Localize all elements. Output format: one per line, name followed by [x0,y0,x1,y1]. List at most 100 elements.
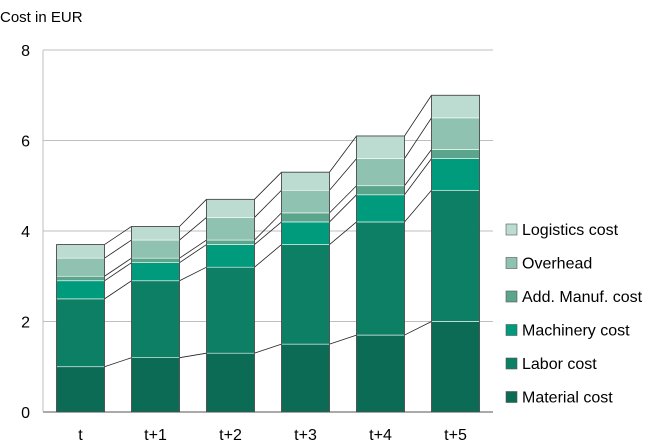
bar-outline [131,226,180,413]
connector-line [329,158,357,191]
connector-line [404,190,432,223]
bar-segment [431,321,480,413]
legend-label: Logistics cost [522,222,619,239]
connector-line [179,352,207,359]
bar-segment [131,226,180,241]
connector-line [104,226,132,245]
y-tick-label: 0 [21,405,30,422]
bar-segment [56,366,105,413]
connector-line [329,185,357,214]
connector-line [254,171,282,200]
bar-outline [356,135,405,413]
x-tick-label: t+2 [219,427,242,444]
connector-line [329,221,357,245]
legend-swatch [505,290,518,303]
connector-line [254,343,282,354]
bar-segment [206,239,255,245]
bar-segment [356,185,405,196]
legend-label: Add. Manuf. cost [522,289,643,306]
legend-label: Labor cost [522,356,597,373]
bar-outline [56,244,105,413]
x-tick-label: t+1 [144,427,167,444]
bar-segment [356,221,405,336]
bar-segment [431,117,480,150]
bar-segment [206,266,255,354]
y-tick-label: 6 [21,134,30,151]
connector-line [104,262,132,282]
connector-line [179,266,207,282]
bar-segment [356,158,405,187]
connector-line [254,212,282,241]
bar-segment [431,149,480,159]
connector-line [104,239,132,259]
bar-segment [431,189,480,322]
legend: Logistics cost Overhead Add. Manuf. cost Ma… [505,222,643,407]
x-tick-label: t [78,427,83,444]
bar-segment [131,257,180,263]
connector-line [404,117,432,159]
bar-segment [281,244,330,345]
bar-segment [281,189,330,214]
y-tick-label: 4 [21,224,30,241]
legend-swatch [505,257,518,269]
connector-line [179,244,207,264]
bar-outline [431,94,480,413]
bar-segment [56,298,105,368]
connector-line [104,280,132,300]
connector-line [179,239,207,259]
bars [56,94,480,413]
bar-segment [206,352,255,413]
bar-segment [281,171,330,191]
bar-segment [131,239,180,259]
x-tick-label: t+5 [444,427,467,444]
connector-line [329,334,357,345]
connector-line [104,357,132,368]
bar-segment [281,221,330,245]
connector-line [404,149,432,186]
legend-swatch [505,324,518,336]
bar-segment [206,244,255,268]
bar-segment [206,199,255,218]
legend-label: Material cost [522,390,613,407]
connector-line [404,158,432,196]
legend-label: Machinery cost [522,323,630,340]
connector-line [254,189,282,218]
y-axis-label: Cost in EUR [0,9,83,26]
bar-outline [206,198,255,413]
y-tick-label: 2 [21,315,30,332]
bar-segment [356,334,405,413]
bar-segment [356,194,405,223]
bar-segment [56,257,105,277]
bar-segment [56,275,105,282]
x-tick-labels: t t+1 t+2 t+3 t+4 t+5 [78,427,467,444]
legend-label: Overhead [522,256,592,273]
connector-line [329,135,357,173]
bar-segment [206,217,255,241]
bar-outline [281,171,330,413]
bar-segment [431,94,480,119]
bar-segment [131,280,180,358]
y-tick-label: 8 [21,43,30,60]
connector-line [404,321,432,336]
connector-line [254,221,282,245]
legend-swatch [505,223,518,236]
bar-segment [431,158,480,191]
y-tick-labels: 0 2 4 6 8 [21,43,30,422]
bar-segment [356,135,405,159]
bar-segment [56,280,105,300]
connector-lines [104,95,432,368]
bar-segment [131,357,180,413]
connector-line [104,257,132,277]
legend-swatch [505,357,518,370]
legend-swatch [505,391,518,403]
gridlines [42,49,493,413]
bar-segment [56,244,105,259]
connector-line [404,95,432,137]
bar-segment [281,343,330,413]
connector-line [179,199,207,227]
bar-segment [281,212,330,223]
connector-line [179,217,207,241]
bar-segment [131,262,180,282]
connector-line [254,244,282,268]
